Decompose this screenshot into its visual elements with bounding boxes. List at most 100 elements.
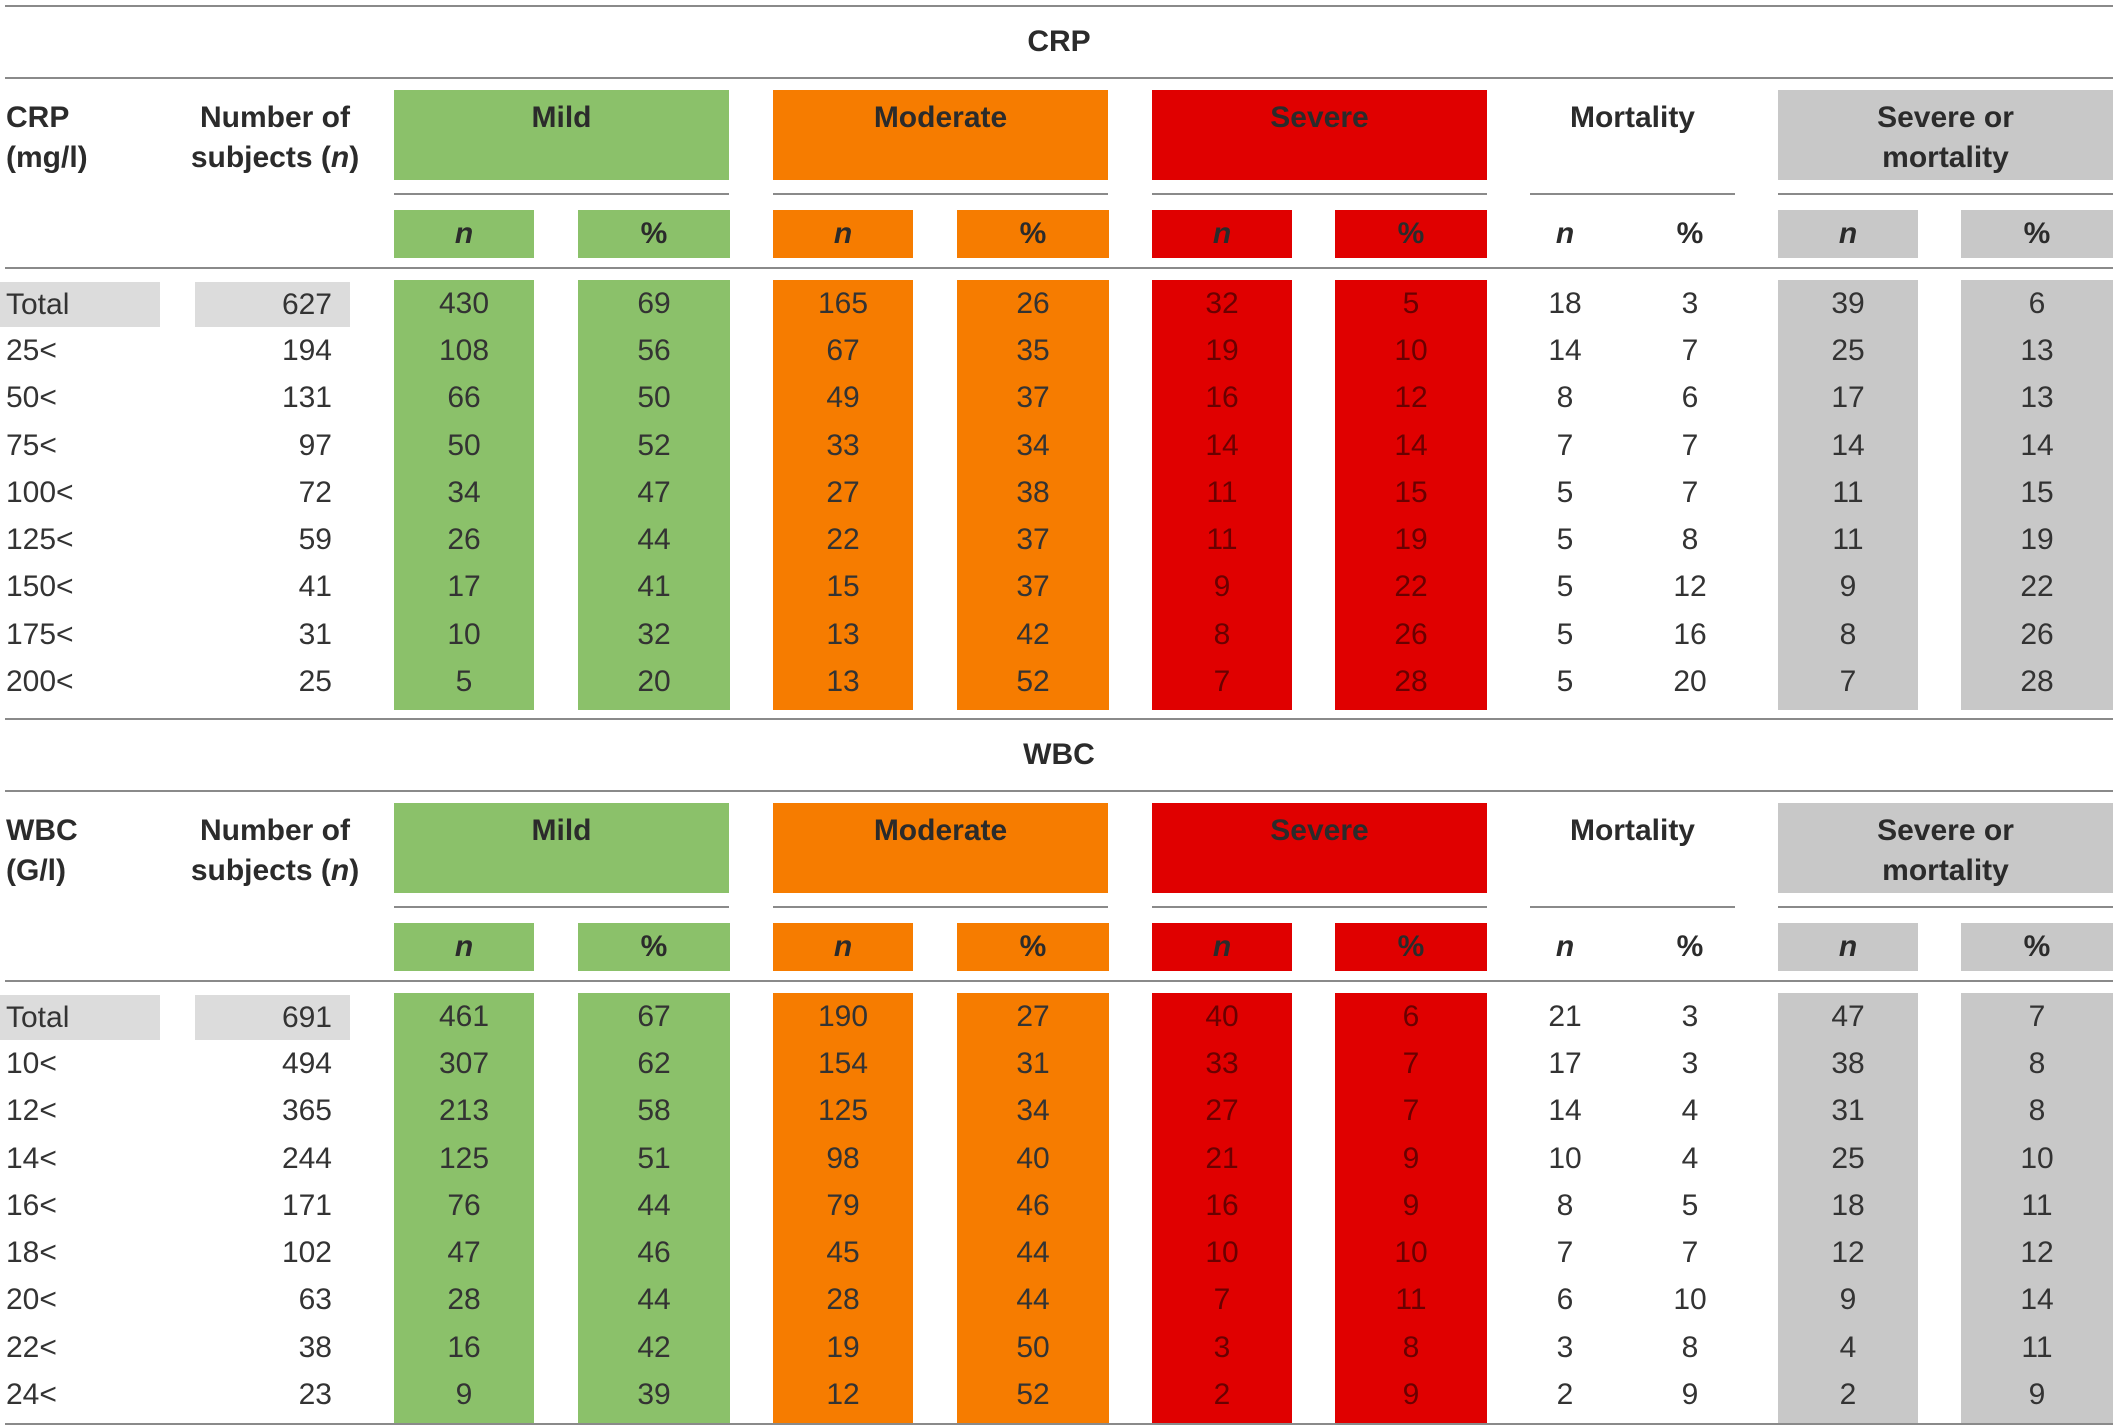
subheader-pct: % [1335, 923, 1487, 971]
severe-pct: 9 [1402, 1378, 1420, 1412]
mild-n: 10 [447, 617, 481, 651]
moderate-pct: 37 [1016, 570, 1050, 604]
moderate-n: 27 [826, 475, 860, 509]
subjects-close: ) [349, 854, 360, 887]
mortality-pct: 16 [1673, 617, 1707, 651]
column-bg [1152, 993, 1292, 1423]
severe-or-mortality-pct: 11 [2021, 1188, 2053, 1222]
mild-pct: 69 [637, 286, 671, 320]
subjects-count: 41 [298, 570, 332, 604]
severe-n: 21 [1205, 1141, 1239, 1175]
mortality-n: 17 [1548, 1046, 1582, 1080]
subjects-header: Number of subjects (n) [180, 811, 370, 891]
row-label: 20< [6, 1283, 57, 1317]
mortality-pct: 4 [1681, 1141, 1699, 1175]
header-underline [394, 906, 729, 908]
header-underline [1152, 193, 1487, 195]
severe-or-mortality-pct: 8 [2028, 1046, 2046, 1080]
subjects-close: ) [349, 141, 360, 174]
header-severe-label: Severe [1270, 814, 1369, 847]
severe-or-mortality-n: 14 [1831, 428, 1865, 462]
mortality-n: 8 [1556, 381, 1574, 415]
mild-pct: 42 [637, 1330, 671, 1364]
header-mortality-label: Mortality [1569, 101, 1695, 134]
severe-or-mortality-n: 25 [1831, 1141, 1865, 1175]
severe-or-mortality-pct: 13 [2020, 333, 2054, 367]
mortality-pct: 3 [1681, 999, 1699, 1033]
severe-or-mortality-n: 31 [1831, 1094, 1865, 1128]
mortality-pct: 5 [1681, 1188, 1699, 1222]
mortality-n: 6 [1556, 1283, 1574, 1317]
column-bg [773, 993, 913, 1423]
subjects-header-line2: subjects (n) [180, 851, 370, 891]
severe-pct: 11 [1395, 1283, 1427, 1317]
column-bg [1152, 280, 1292, 710]
moderate-n: 22 [826, 523, 860, 557]
severe-or-mortality-pct: 10 [2020, 1141, 2054, 1175]
severe-or-mortality-pct: 14 [2020, 1283, 2054, 1317]
row-label: 14< [6, 1141, 57, 1175]
subjects-text: subjects ( [190, 854, 331, 887]
subjects-count: 194 [281, 333, 332, 367]
moderate-n: 67 [826, 333, 860, 367]
moderate-pct: 52 [1016, 665, 1050, 699]
mortality-pct: 4 [1681, 1094, 1699, 1128]
parameter-header: CRP (mg/l) [6, 101, 88, 174]
severe-or-mortality-pct: 22 [2020, 570, 2054, 604]
row-label: 24< [6, 1378, 57, 1412]
section-title: WBC [1023, 738, 1095, 771]
severe-or-mortality-n: 8 [1839, 617, 1857, 651]
moderate-pct: 35 [1016, 333, 1050, 367]
header-moderate-label: Moderate [873, 814, 1008, 847]
severe-or-mortality-pct: 6 [2028, 286, 2046, 320]
mild-n: 76 [447, 1188, 481, 1222]
title-rule [5, 790, 2113, 792]
bottom-rule [5, 1423, 2113, 1425]
mortality-pct: 20 [1673, 665, 1707, 699]
mild-n: 50 [447, 428, 481, 462]
moderate-pct: 37 [1016, 381, 1050, 415]
mortality-n: 5 [1556, 665, 1574, 699]
severe-or-mortality-n: 25 [1831, 333, 1865, 367]
mortality-pct: 7 [1681, 428, 1699, 462]
mild-pct: 44 [637, 1283, 671, 1317]
subjects-count: 494 [281, 1046, 332, 1080]
mild-pct: 50 [637, 381, 671, 415]
severe-pct: 10 [1394, 1236, 1428, 1270]
column-bg [957, 993, 1109, 1423]
mild-n: 9 [455, 1378, 473, 1412]
title-rule [5, 77, 2113, 79]
subheader-pct: % [1676, 217, 1704, 250]
subjects-count: 59 [298, 523, 332, 557]
mild-n: 34 [447, 475, 481, 509]
subheader-n: n [773, 923, 913, 971]
column-bg [1778, 280, 1918, 710]
mortality-pct: 8 [1681, 523, 1699, 557]
subjects-count: 171 [281, 1188, 332, 1222]
header-severe-or-mortality: Severe or mortality [1778, 803, 2113, 893]
mild-n: 461 [438, 999, 490, 1033]
subheader-n: n [1152, 923, 1292, 971]
mild-pct: 47 [637, 475, 671, 509]
header-severe-or-mortality-label: Severe or mortality [1778, 98, 2113, 178]
severe-or-mortality-n: 11 [1832, 475, 1864, 509]
severe-or-mortality-n: 18 [1831, 1188, 1865, 1222]
header-underline [394, 193, 729, 195]
moderate-n: 13 [826, 617, 860, 651]
severe-or-mortality-n: 39 [1831, 286, 1865, 320]
subjects-header-line1: Number of [200, 101, 350, 134]
mortality-n: 5 [1556, 523, 1574, 557]
severe-pct: 6 [1402, 999, 1420, 1033]
header-line: Severe or [1877, 101, 2014, 134]
severe-or-mortality-pct: 12 [2020, 1236, 2054, 1270]
mortality-n: 8 [1556, 1188, 1574, 1222]
subheader-n: n [1152, 210, 1292, 258]
subheader-n: n [394, 923, 534, 971]
mortality-pct: 7 [1681, 333, 1699, 367]
severe-pct: 26 [1394, 617, 1428, 651]
severe-pct: 14 [1394, 428, 1428, 462]
row-label: 200< [6, 665, 74, 699]
severe-or-mortality-n: 9 [1839, 570, 1857, 604]
severe-n: 10 [1205, 1236, 1239, 1270]
severe-n: 16 [1205, 381, 1239, 415]
